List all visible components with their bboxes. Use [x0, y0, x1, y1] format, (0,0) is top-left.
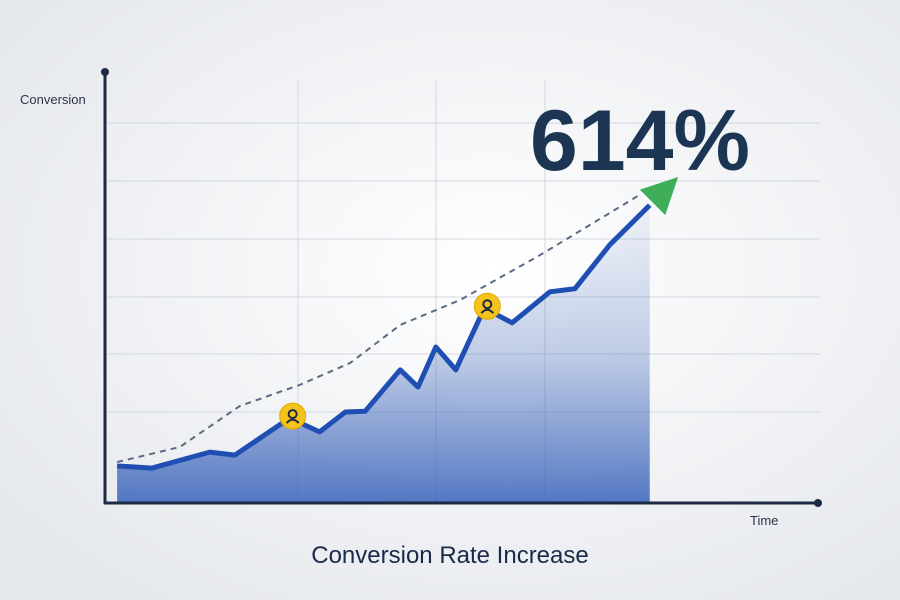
arrow-head — [639, 176, 679, 216]
user-marker — [473, 292, 501, 320]
marker-circle — [473, 292, 501, 320]
marker-icon — [287, 409, 298, 420]
axis-end — [101, 68, 109, 76]
plot — [116, 176, 679, 503]
marker-icon — [480, 308, 495, 314]
marker-circle — [279, 402, 307, 430]
x-axis-label: Time — [750, 513, 778, 528]
chart-title: Conversion Rate Increase — [311, 542, 588, 569]
axis-end — [814, 499, 822, 507]
user-marker — [279, 402, 307, 430]
marker-icon — [285, 418, 300, 424]
y-axis-label: Conversion — [20, 92, 86, 107]
line — [116, 203, 652, 471]
annotation: 614% — [530, 93, 750, 189]
marker-icon — [482, 299, 493, 310]
trend-line — [116, 193, 641, 464]
area — [117, 205, 650, 503]
